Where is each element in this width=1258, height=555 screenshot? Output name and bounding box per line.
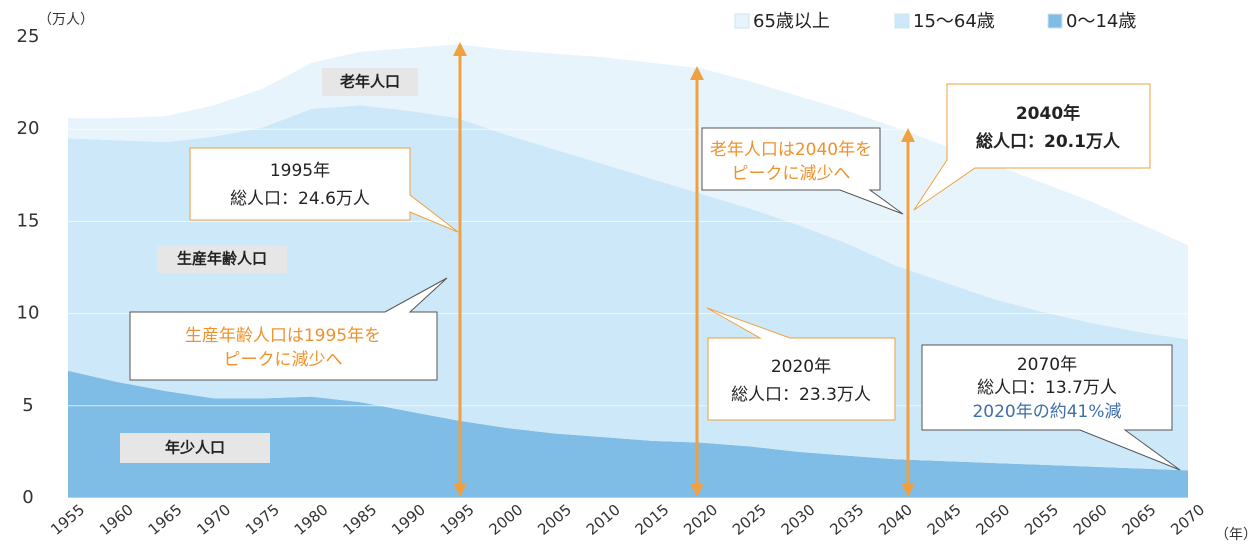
- x-tick-label: 1995: [437, 500, 478, 538]
- callout-box: [189, 147, 459, 233]
- callout-box: [701, 127, 904, 215]
- x-tick-label: 2050: [972, 500, 1013, 538]
- callout-text: ピークに減少へ: [732, 164, 851, 184]
- legend: 65歳以上 15～64歳 0～14歳: [734, 11, 1136, 32]
- x-tick-label: 2025: [729, 500, 770, 538]
- arrows: [453, 42, 915, 497]
- x-tick-label: 2055: [1021, 500, 1062, 538]
- label-box: [120, 433, 270, 463]
- x-tick-label: 2060: [1070, 500, 1111, 538]
- x-tick-label: 2065: [1119, 500, 1160, 538]
- x-tick-label: 1970: [193, 500, 234, 538]
- legend-label: 65歳以上: [753, 11, 830, 32]
- x-tick-label: 1955: [47, 500, 88, 538]
- x-tick-label: 2035: [826, 500, 867, 538]
- arrowhead: [453, 42, 467, 56]
- arrowhead: [690, 66, 704, 80]
- callout-box: [921, 344, 1181, 471]
- callout-text: 1995年: [270, 161, 330, 181]
- x-tick-label: 2015: [632, 500, 673, 538]
- label-box: [157, 245, 287, 273]
- x-tick-label: 1990: [388, 500, 429, 538]
- legend-swatch: [734, 13, 750, 29]
- x-tick-label: 2040: [875, 500, 916, 538]
- y-tick-label: 5: [22, 395, 33, 416]
- x-tick-label: 1965: [145, 500, 186, 538]
- callout-text: 総人口：24.6万人: [230, 189, 370, 209]
- callout-text: ピークに減少へ: [224, 350, 343, 370]
- legend-swatch: [894, 13, 910, 29]
- area-label: 年少人口: [165, 439, 225, 457]
- x-tick-label: 2045: [924, 500, 965, 538]
- arrowhead: [690, 483, 704, 497]
- callout-text: 老年人口は2040年を: [710, 140, 872, 160]
- x-tick-label: 1985: [339, 500, 380, 538]
- arrowhead: [901, 128, 915, 142]
- x-tick-label: 2010: [583, 500, 624, 538]
- callout-text: 2040年: [1016, 103, 1080, 124]
- x-unit: （年）: [1215, 527, 1257, 543]
- callout-text: 総人口：20.1万人: [976, 131, 1121, 152]
- y-tick-label: 15: [17, 210, 40, 231]
- x-tick-label: 2030: [778, 500, 819, 538]
- y-tick-label: 0: [22, 487, 33, 508]
- callout-box: [129, 277, 448, 381]
- area-label: 生産年齢人口: [177, 250, 267, 268]
- label-box: [322, 68, 418, 96]
- callout-box: [706, 307, 896, 421]
- y-tick-label: 10: [17, 303, 40, 324]
- legend-label: 0～14歳: [1066, 11, 1136, 32]
- x-tick-label: 2020: [680, 500, 721, 538]
- area-label: 老年人口: [339, 73, 400, 91]
- legend-swatch: [1047, 13, 1063, 29]
- x-tick-label: 1980: [291, 500, 332, 538]
- callout-text: 2070年: [1017, 355, 1077, 375]
- callout-text: 総人口：23.3万人: [731, 385, 871, 405]
- callout-text: 生産年齢人口は1995年を: [185, 326, 381, 346]
- callout-box: [913, 83, 1151, 211]
- callout-text: 2020年: [771, 357, 831, 377]
- y-tick-label: 20: [17, 118, 40, 139]
- legend-label: 15～64歳: [913, 11, 995, 32]
- x-tick-label: 1960: [96, 500, 137, 538]
- x-tick-label: 2000: [486, 500, 527, 538]
- callout-text: 総人口：13.7万人: [977, 378, 1117, 398]
- y-unit: （万人）: [38, 12, 94, 28]
- callout-text: 2020年の約41%減: [972, 402, 1121, 422]
- y-tick-label: 25: [17, 26, 40, 47]
- x-tick-label: 1975: [242, 500, 283, 538]
- x-tick-label: 2005: [534, 500, 575, 538]
- x-tick-label: 2070: [1167, 500, 1208, 538]
- arrowhead: [901, 483, 915, 497]
- arrowhead: [453, 483, 467, 497]
